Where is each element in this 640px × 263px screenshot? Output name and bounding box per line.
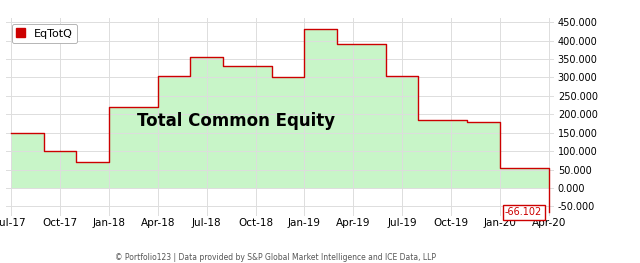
Text: © Portfolio123 | Data provided by S&P Global Market Intelligence and ICE Data, L: © Portfolio123 | Data provided by S&P Gl…: [115, 253, 436, 262]
Text: Total Common Equity: Total Common Equity: [137, 112, 335, 130]
Text: -66.102: -66.102: [505, 208, 542, 218]
Legend: EqTotQ: EqTotQ: [12, 24, 77, 43]
